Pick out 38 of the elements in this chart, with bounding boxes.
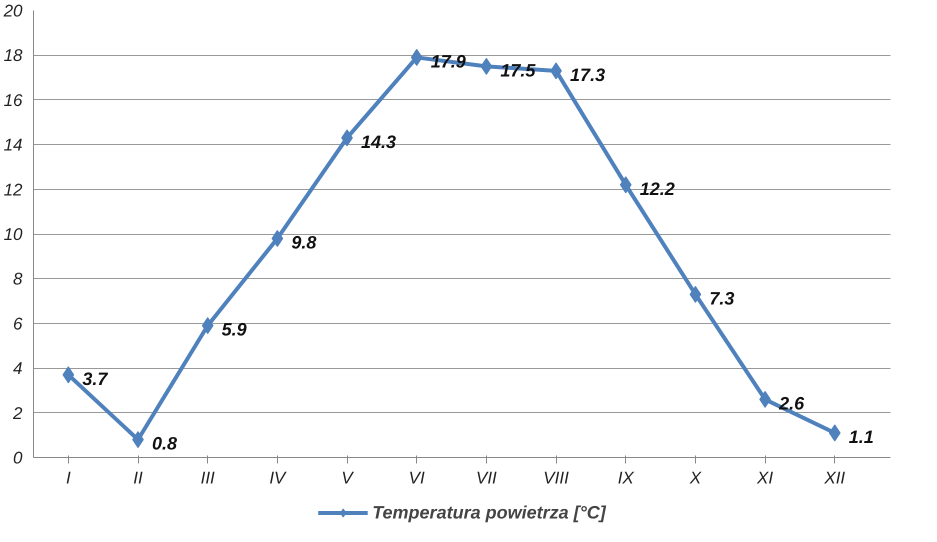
x-tick-label: VI [408,468,426,488]
x-tick-label: III [200,468,216,488]
y-tick-label: 4 [13,359,23,378]
x-tick-label: IV [269,468,288,488]
x-tick-label: VII [476,468,498,488]
y-tick-label: 18 [4,46,24,66]
data-label: 0.8 [152,434,178,454]
y-tick-label: 14 [4,136,23,155]
y-tick-label: 10 [4,225,24,244]
y-tick-label: 12 [4,180,24,200]
data-label: 2.6 [778,393,806,414]
x-tick-label: V [341,468,354,488]
point [620,176,632,194]
point [410,48,423,66]
data-label: 12.2 [640,178,675,199]
point [828,424,841,442]
x-tick-label: VIII [543,468,570,488]
data-label: 17.3 [570,64,606,85]
point [202,317,214,334]
data-label: 9.8 [291,232,316,252]
y-tick-label: 8 [13,270,24,289]
x-tick-label: II [133,468,144,488]
y-tick-label: 2 [12,404,24,423]
x-tick-label: IX [618,468,634,488]
data-label: 14.3 [361,132,396,152]
data-label: 1.1 [848,426,874,447]
x-tick-label: XI [756,468,774,488]
x-tick-label: X [688,468,702,488]
y-tick-label: 20 [2,2,24,20]
x-tick-label: I [66,468,71,488]
data-label: 7.3 [709,288,734,308]
y-tick-label: 6 [13,314,24,334]
y-tick-label: 0 [13,448,24,468]
x-tick-label: XII [823,468,846,488]
data-label: 5.9 [222,320,247,340]
data-label: 3.7 [82,368,108,389]
legend-label: Temperatura powietrza [°C] [372,502,606,523]
y-tick-label: 16 [4,90,24,110]
